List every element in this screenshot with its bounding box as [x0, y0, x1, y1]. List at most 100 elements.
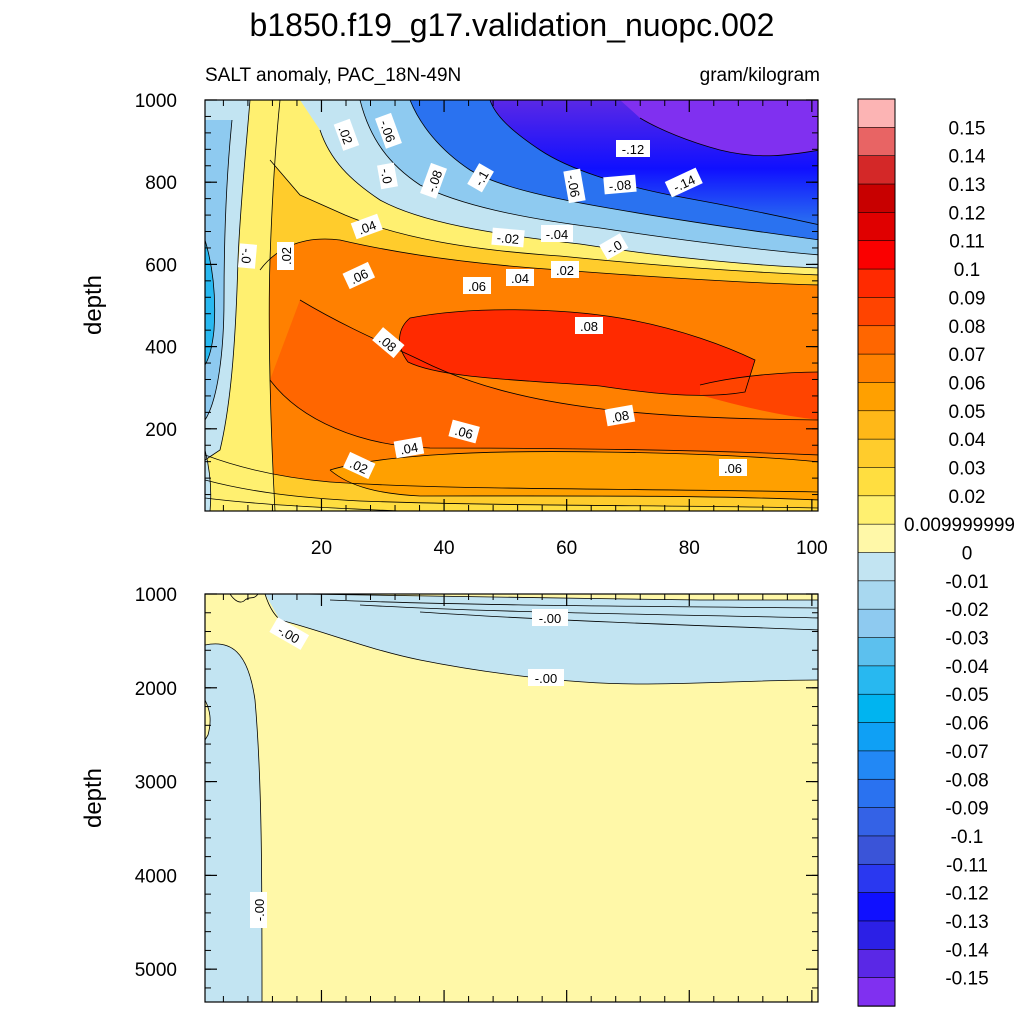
lower-plot-frame — [204, 593, 819, 1003]
colorbar-swatch — [857, 580, 896, 610]
svg-text:-.0: -.0 — [378, 167, 395, 185]
colorbar-label: -0.03 — [945, 629, 988, 650]
colorbar-label: -0.08 — [945, 770, 988, 791]
svg-text:.08: .08 — [580, 319, 598, 334]
colorbar-swatch — [857, 382, 896, 412]
lower-y-axis-label: depth — [80, 768, 107, 828]
svg-text:.02: .02 — [556, 263, 574, 278]
colorbar-label: 0.07 — [949, 345, 986, 366]
contour-label: .06 — [342, 261, 376, 290]
band-neg-015 — [620, 100, 818, 156]
svg-text:.06: .06 — [468, 279, 486, 294]
colorbar-label: 0.08 — [949, 317, 986, 338]
colorbar-swatch — [857, 212, 896, 242]
chart-subtitle-left: SALT anomaly, PAC_18N-49N — [205, 65, 461, 86]
colorbar-swatch — [857, 665, 896, 695]
colorbar-swatch — [857, 920, 896, 951]
contour-label: -.04 — [541, 225, 573, 242]
contour-label: -.08 — [420, 162, 447, 199]
y-tick-label: 1000 — [135, 91, 177, 112]
colorbar-swatch — [857, 297, 896, 327]
coastal-neg-005 — [205, 240, 215, 365]
colorbar-label: -0.07 — [945, 742, 988, 763]
colorbar-swatch — [857, 438, 896, 469]
y-tick-label: 1000 — [135, 585, 177, 606]
colorbar-swatch — [857, 240, 896, 270]
contour-label: .02 — [277, 242, 294, 270]
upper-y-axis-label: depth — [80, 275, 107, 335]
colorbar-label: -0.11 — [946, 855, 988, 876]
colorbar-label: -0.12 — [945, 884, 988, 905]
band-002 — [205, 480, 818, 511]
contour-label: -.00 — [250, 892, 267, 928]
svg-text:.02: .02 — [347, 456, 370, 477]
colorbar-swatch — [857, 98, 896, 129]
colorbar-label: 0.11 — [949, 232, 985, 253]
svg-text:.02: .02 — [335, 124, 355, 146]
upper-plot-frame — [204, 99, 819, 512]
band-003 — [205, 455, 818, 511]
svg-text:-.00: -.00 — [252, 899, 267, 921]
svg-text:-.0: -.0 — [604, 237, 625, 258]
colorbar-label: -0.01 — [945, 572, 988, 593]
colorbar-label: 0.14 — [949, 147, 986, 168]
colorbar-frame — [857, 98, 896, 1007]
x-tick-label: 60 — [556, 538, 577, 559]
svg-text:-.04: -.04 — [546, 227, 568, 242]
y-tick-label: 200 — [145, 420, 177, 441]
contour-label: .04 — [506, 269, 534, 286]
contour-label: .06 — [463, 277, 491, 294]
colorbar-swatch — [857, 325, 896, 355]
colorbar-label: 0.06 — [949, 373, 986, 394]
band-009-core — [399, 309, 755, 396]
colorbar-label: 0 — [962, 544, 973, 565]
colorbar-swatch — [857, 268, 896, 299]
y-tick-label: 800 — [145, 173, 177, 194]
svg-text:.04: .04 — [511, 271, 529, 286]
svg-text:.06: .06 — [724, 461, 742, 476]
y-tick-label: 2000 — [135, 679, 177, 700]
lower-coastal-neg — [205, 643, 262, 1002]
svg-text:.04: .04 — [399, 440, 419, 458]
svg-text:-.08: -.08 — [424, 168, 446, 194]
colorbar-swatch — [857, 127, 896, 157]
contour-label: -.00 — [532, 609, 568, 626]
colorbar-swatch — [857, 155, 896, 185]
colorbar-swatch — [857, 949, 896, 979]
upper-contour-field: .02 -.06 -.0 .04 -.08 -.1 -.06 -.12 -.08… — [205, 100, 818, 511]
colorbar-swatch — [857, 892, 896, 922]
contour-label: .02 — [551, 261, 579, 278]
x-tick-label: 80 — [679, 538, 700, 559]
colorbar-swatch — [857, 722, 896, 752]
colorbar-label: -0.1 — [951, 827, 984, 848]
upper-ticks: 20 40 60 80 100 200 400 600 800 1000 — [135, 91, 828, 559]
svg-text:-.00: -.00 — [535, 671, 557, 686]
y-tick-label: 5000 — [135, 960, 177, 981]
svg-text:-.1: -.1 — [471, 168, 492, 189]
contour-label: -.12 — [616, 140, 650, 157]
colorbar-swatch — [857, 778, 896, 809]
colorbar-label: -0.05 — [945, 685, 988, 706]
colorbar-swatch — [857, 693, 896, 724]
x-tick-label: 100 — [796, 538, 828, 559]
upper-contour-lines — [205, 100, 818, 511]
lower-panel: -.00 -.00 -.00 -.00 1000 2000 3000 4000 5000… — [80, 585, 819, 1003]
colorbar-label: 0.12 — [949, 203, 986, 224]
svg-text:-.02: -.02 — [496, 230, 520, 247]
contour-label: -.0 — [377, 162, 398, 190]
upper-contour-labels: .02 -.06 -.0 .04 -.08 -.1 -.06 -.12 -.08… — [237, 112, 747, 480]
colorbar-label: -0.15 — [945, 969, 988, 990]
colorbar-swatch — [857, 608, 896, 639]
contour-label: -.06 — [563, 168, 586, 204]
colorbar-swatch — [857, 467, 896, 497]
contour-label: .04 — [393, 436, 425, 459]
band-005 — [330, 451, 818, 500]
x-tick-label: 20 — [311, 538, 332, 559]
upper-panel: .02 -.06 -.0 .04 -.08 -.1 -.06 -.12 -.08… — [80, 91, 828, 559]
band-007 — [270, 300, 818, 455]
svg-text:-.00: -.00 — [539, 611, 561, 626]
x-tick-label: 40 — [433, 538, 454, 559]
colorbar-label: 0.05 — [949, 402, 986, 423]
colorbar-swatch — [857, 807, 896, 837]
